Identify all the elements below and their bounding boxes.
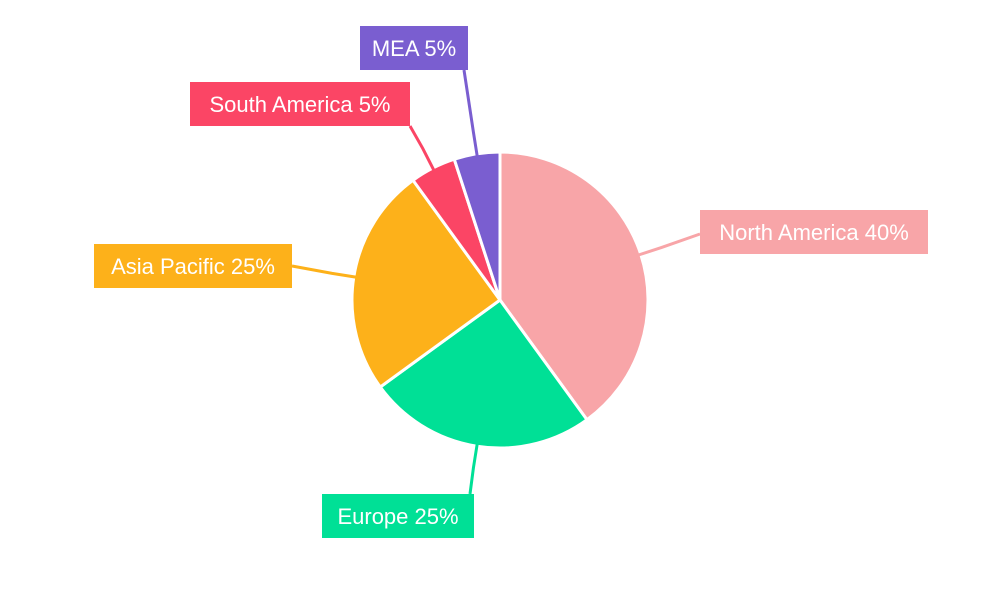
leader-line-south-america bbox=[408, 125, 436, 171]
slice-label-south-america: South America 5% bbox=[190, 82, 410, 126]
slice-label-box bbox=[190, 82, 410, 126]
slice-label-text: Europe 25% bbox=[337, 504, 458, 529]
slice-label-asia-pacific: Asia Pacific 25% bbox=[94, 244, 292, 288]
slice-label-box bbox=[322, 494, 474, 538]
slice-label-text: South America 5% bbox=[210, 92, 391, 117]
slice-label-text: Asia Pacific 25% bbox=[111, 254, 275, 279]
slice-label-text: North America 40% bbox=[719, 220, 909, 245]
slice-label-mea: MEA 5% bbox=[360, 26, 468, 70]
slice-label-text: MEA 5% bbox=[372, 36, 456, 61]
leader-line-europe bbox=[468, 443, 479, 495]
slice-label-north-america: North America 40% bbox=[700, 210, 928, 254]
slice-label-europe: Europe 25% bbox=[322, 494, 474, 538]
leader-lines bbox=[291, 69, 701, 495]
leader-line-mea bbox=[462, 69, 479, 157]
pie-slices bbox=[350, 150, 650, 450]
slice-label-box bbox=[94, 244, 292, 288]
slice-label-box bbox=[700, 210, 928, 254]
leader-line-asia-pacific bbox=[291, 264, 357, 279]
slice-label-box bbox=[360, 26, 468, 70]
leader-line-north-america bbox=[638, 232, 701, 257]
slice-labels: North America 40% Europe 25% Asia Pacific … bbox=[94, 26, 928, 538]
